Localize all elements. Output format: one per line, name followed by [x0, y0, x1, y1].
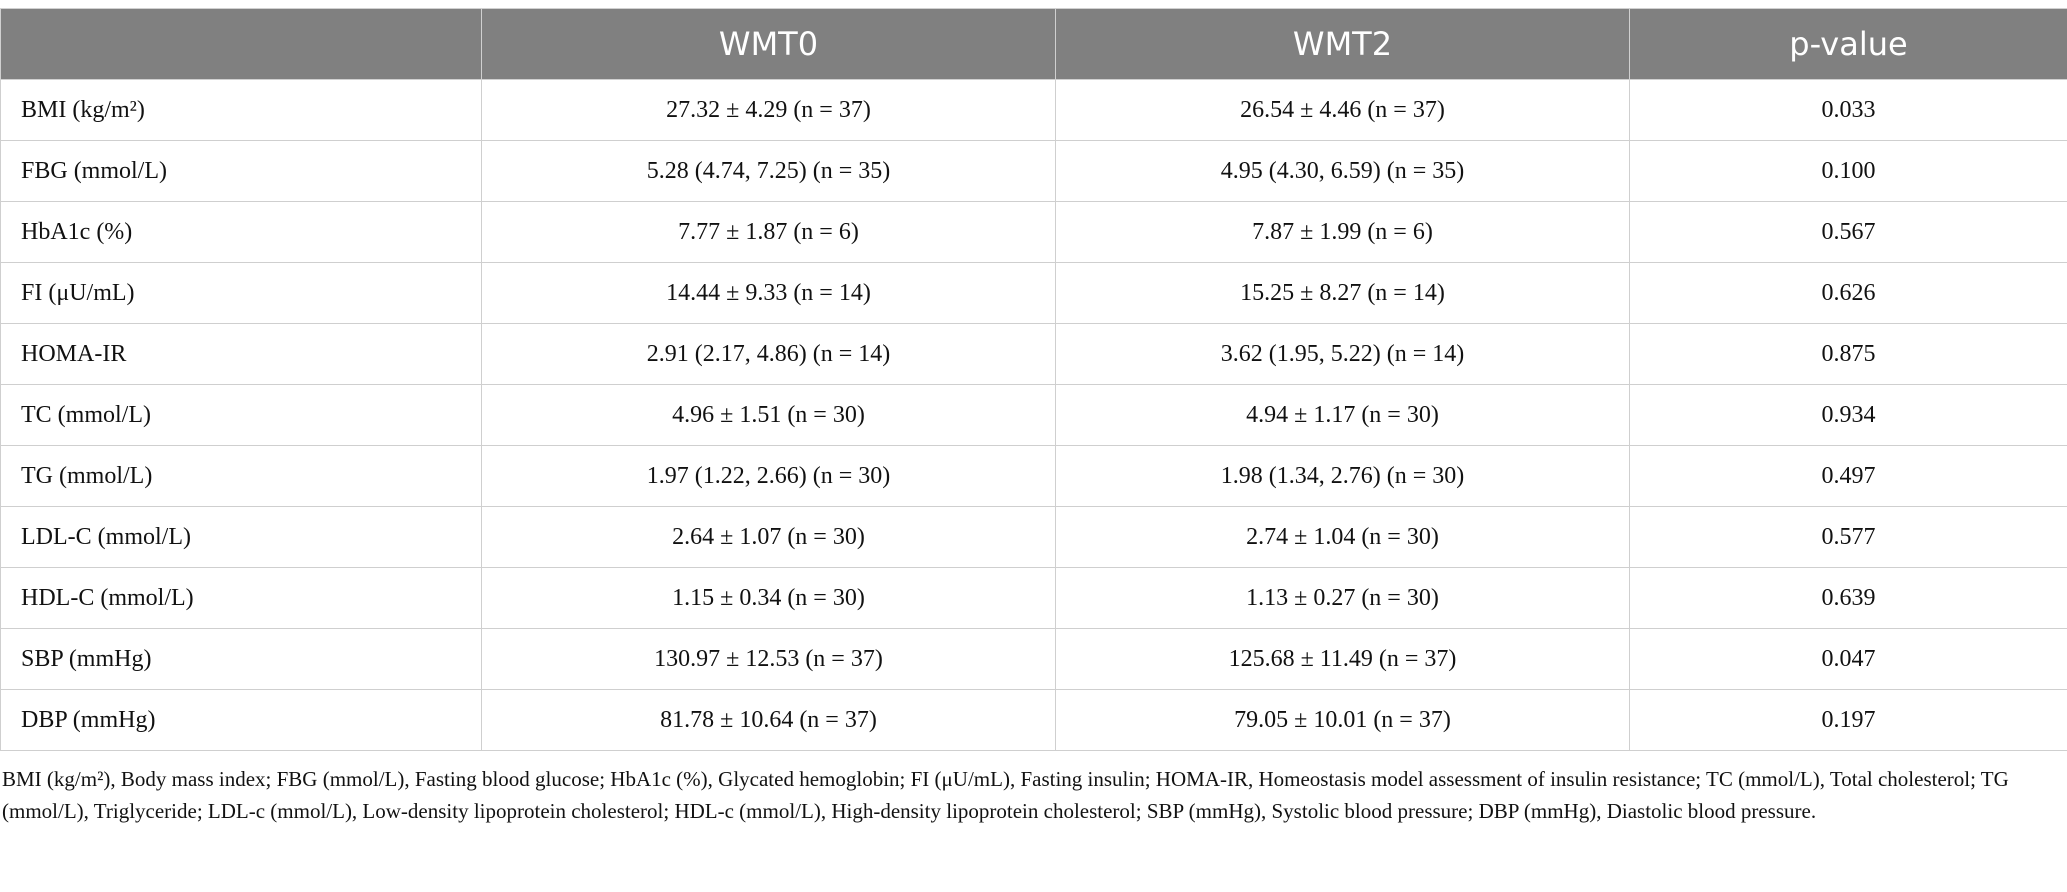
table-row: BMI (kg/m²)27.32 ± 4.29 (n = 37)26.54 ± … — [1, 80, 2067, 141]
header-cell: WMT0 — [482, 9, 1056, 80]
table-cell: 27.32 ± 4.29 (n = 37) — [482, 80, 1056, 141]
row-label: FBG (mmol/L) — [1, 141, 482, 202]
table-cell: 130.97 ± 12.53 (n = 37) — [482, 629, 1056, 690]
table-row: HDL-C (mmol/L)1.15 ± 0.34 (n = 30)1.13 ±… — [1, 568, 2067, 629]
table-cell: 26.54 ± 4.46 (n = 37) — [1056, 80, 1630, 141]
table-cell: 1.13 ± 0.27 (n = 30) — [1056, 568, 1630, 629]
table-cell: 4.95 (4.30, 6.59) (n = 35) — [1056, 141, 1630, 202]
row-label: DBP (mmHg) — [1, 690, 482, 751]
table-cell: 4.94 ± 1.17 (n = 30) — [1056, 385, 1630, 446]
table-cell: 3.62 (1.95, 5.22) (n = 14) — [1056, 324, 1630, 385]
table-cell: 0.875 — [1630, 324, 2067, 385]
table-row: TG (mmol/L)1.97 (1.22, 2.66) (n = 30)1.9… — [1, 446, 2067, 507]
header-cell — [1, 9, 482, 80]
table-row: HbA1c (%)7.77 ± 1.87 (n = 6)7.87 ± 1.99 … — [1, 202, 2067, 263]
table-cell: 2.74 ± 1.04 (n = 30) — [1056, 507, 1630, 568]
table-cell: 4.96 ± 1.51 (n = 30) — [482, 385, 1056, 446]
table-cell: 79.05 ± 10.01 (n = 37) — [1056, 690, 1630, 751]
table-cell: 2.91 (2.17, 4.86) (n = 14) — [482, 324, 1056, 385]
row-label: BMI (kg/m²) — [1, 80, 482, 141]
row-label: HbA1c (%) — [1, 202, 482, 263]
table-cell: 7.87 ± 1.99 (n = 6) — [1056, 202, 1630, 263]
table-cell: 2.64 ± 1.07 (n = 30) — [482, 507, 1056, 568]
table-cell: 1.98 (1.34, 2.76) (n = 30) — [1056, 446, 1630, 507]
table-cell: 0.497 — [1630, 446, 2067, 507]
row-label: TG (mmol/L) — [1, 446, 482, 507]
table-row: SBP (mmHg)130.97 ± 12.53 (n = 37)125.68 … — [1, 629, 2067, 690]
table-row: TC (mmol/L)4.96 ± 1.51 (n = 30)4.94 ± 1.… — [1, 385, 2067, 446]
table-row: FBG (mmol/L)5.28 (4.74, 7.25) (n = 35)4.… — [1, 141, 2067, 202]
table-cell: 5.28 (4.74, 7.25) (n = 35) — [482, 141, 1056, 202]
table-row: FI (μU/mL)14.44 ± 9.33 (n = 14)15.25 ± 8… — [1, 263, 2067, 324]
table-cell: 0.934 — [1630, 385, 2067, 446]
footnote: BMI (kg/m²), Body mass index; FBG (mmol/… — [2, 763, 2047, 827]
table-body: BMI (kg/m²)27.32 ± 4.29 (n = 37)26.54 ± … — [1, 80, 2067, 751]
row-label: HOMA-IR — [1, 324, 482, 385]
row-label: FI (μU/mL) — [1, 263, 482, 324]
header-cell: WMT2 — [1056, 9, 1630, 80]
table-cell: 0.100 — [1630, 141, 2067, 202]
table-cell: 81.78 ± 10.64 (n = 37) — [482, 690, 1056, 751]
table-row: DBP (mmHg)81.78 ± 10.64 (n = 37)79.05 ± … — [1, 690, 2067, 751]
table-cell: 0.197 — [1630, 690, 2067, 751]
table-cell: 0.033 — [1630, 80, 2067, 141]
header-cell: p-value — [1630, 9, 2067, 80]
table-cell: 0.567 — [1630, 202, 2067, 263]
table-cell: 0.047 — [1630, 629, 2067, 690]
table-cell: 1.97 (1.22, 2.66) (n = 30) — [482, 446, 1056, 507]
table-row: LDL-C (mmol/L)2.64 ± 1.07 (n = 30)2.74 ±… — [1, 507, 2067, 568]
table-cell: 1.15 ± 0.34 (n = 30) — [482, 568, 1056, 629]
table-cell: 15.25 ± 8.27 (n = 14) — [1056, 263, 1630, 324]
row-label: LDL-C (mmol/L) — [1, 507, 482, 568]
table-cell: 0.626 — [1630, 263, 2067, 324]
table-cell: 7.77 ± 1.87 (n = 6) — [482, 202, 1056, 263]
table-cell: 0.577 — [1630, 507, 2067, 568]
row-label: SBP (mmHg) — [1, 629, 482, 690]
table-cell: 14.44 ± 9.33 (n = 14) — [482, 263, 1056, 324]
row-label: TC (mmol/L) — [1, 385, 482, 446]
table-cell: 0.639 — [1630, 568, 2067, 629]
row-label: HDL-C (mmol/L) — [1, 568, 482, 629]
table-cell: 125.68 ± 11.49 (n = 37) — [1056, 629, 1630, 690]
